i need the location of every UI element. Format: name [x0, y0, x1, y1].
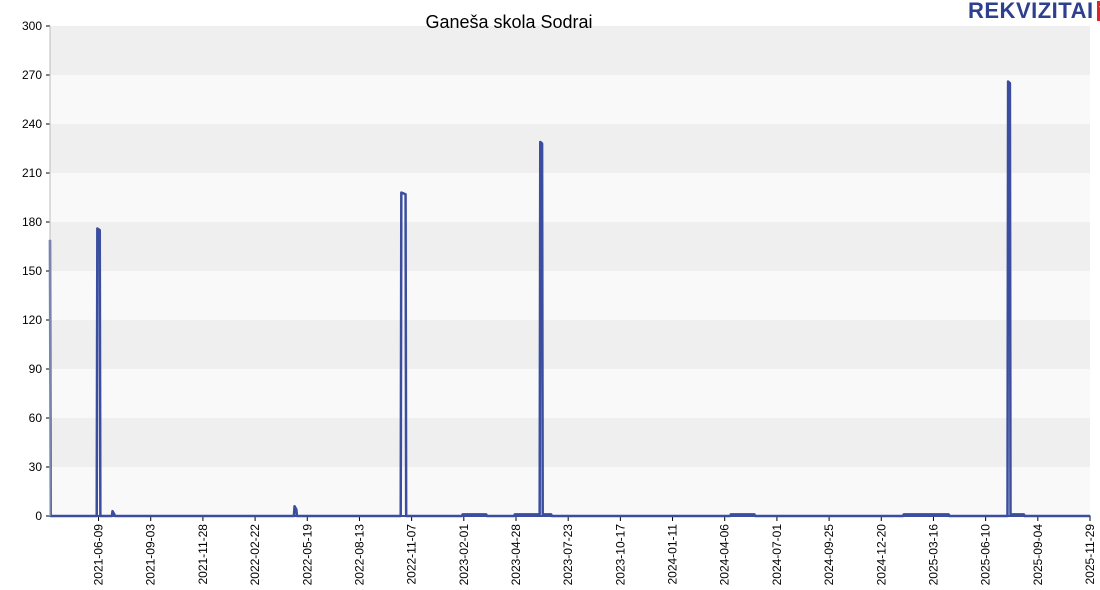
- data-point: [541, 513, 544, 516]
- y-tick-label: 0: [35, 509, 42, 523]
- data-point: [1009, 513, 1012, 516]
- grid-band: [50, 26, 1090, 75]
- y-tick-label: 180: [22, 215, 42, 229]
- x-tick-label: 2023-10-17: [613, 524, 627, 586]
- data-point: [295, 508, 298, 511]
- x-tick-label: 2022-08-13: [352, 524, 366, 586]
- x-tick-label: 2024-07-01: [770, 524, 784, 586]
- x-axis-ticks: 2021-06-09 2021-09-03 2021-11-28 2022-02-22…: [92, 516, 1097, 585]
- x-tick-label: 2022-05-19: [300, 524, 314, 586]
- grid-band: [50, 320, 1090, 369]
- data-point: [113, 513, 116, 516]
- logo-badge: VŽ: [1096, 1, 1100, 21]
- data-point: [539, 141, 542, 143]
- x-tick-label: 2024-09-25: [822, 524, 836, 586]
- data-point: [1009, 82, 1011, 84]
- y-tick-label: 150: [22, 264, 42, 278]
- grid-band: [50, 222, 1090, 271]
- x-tick-label: 2023-04-28: [509, 524, 523, 586]
- data-point: [98, 229, 101, 231]
- grid-bands: [50, 26, 1090, 516]
- rekvizitai-logo[interactable]: REKVIZITAI VŽ: [968, 0, 1100, 22]
- grid-band: [50, 75, 1090, 124]
- grid-band: [50, 418, 1090, 467]
- data-point: [485, 513, 488, 516]
- x-tick-label: 2024-01-11: [666, 524, 680, 585]
- data-point: [538, 513, 541, 516]
- x-tick-label: 2025-09-04: [1031, 524, 1045, 586]
- x-tick-label: 2023-02-01: [457, 524, 471, 586]
- x-tick-label: 2024-12-20: [874, 524, 888, 586]
- data-point: [729, 513, 732, 516]
- y-tick-label: 270: [22, 68, 42, 82]
- y-tick-label: 240: [22, 117, 42, 131]
- grid-band: [50, 271, 1090, 320]
- data-point: [461, 513, 464, 516]
- logo-text: REKVIZITAI: [968, 0, 1094, 23]
- data-point: [902, 513, 905, 516]
- data-point: [513, 513, 516, 516]
- data-point: [541, 142, 543, 145]
- data-point: [1007, 80, 1009, 83]
- x-tick-label: 2021-06-09: [92, 524, 106, 586]
- data-point: [400, 191, 403, 194]
- x-tick-label: 2025-06-10: [979, 524, 993, 586]
- x-tick-label: 2022-02-22: [248, 524, 262, 586]
- data-point: [293, 505, 296, 508]
- data-point: [753, 513, 756, 516]
- x-tick-label: 2021-09-03: [144, 524, 158, 586]
- y-tick-label: 30: [29, 460, 43, 474]
- x-tick-label: 2021-11-28: [196, 524, 210, 585]
- chart-title: Ganeša skola Sodrai: [425, 12, 593, 32]
- data-point: [947, 513, 950, 516]
- y-tick-label: 300: [22, 19, 42, 33]
- grid-band: [50, 467, 1090, 516]
- y-tick-label: 60: [29, 411, 43, 425]
- data-point: [96, 227, 99, 230]
- grid-band: [50, 369, 1090, 418]
- x-tick-label: 2025-11-29: [1083, 524, 1097, 585]
- data-point: [550, 513, 552, 516]
- grid-band: [50, 124, 1090, 173]
- y-axis-ticks: 0 30 60 90 120 150 180 210 240 270 300: [22, 19, 50, 523]
- x-tick-label: 2024-04-06: [718, 524, 732, 586]
- y-tick-label: 90: [29, 362, 43, 376]
- x-tick-label: 2025-03-16: [926, 524, 940, 586]
- x-tick-label: 2022-11-07: [405, 524, 419, 585]
- data-point: [111, 510, 114, 512]
- y-tick-label: 120: [22, 313, 42, 327]
- data-point: [1023, 513, 1025, 516]
- x-tick-label: 2023-07-23: [561, 524, 575, 586]
- data-point: [404, 193, 407, 196]
- y-tick-label: 210: [22, 166, 42, 180]
- grid-band: [50, 173, 1090, 222]
